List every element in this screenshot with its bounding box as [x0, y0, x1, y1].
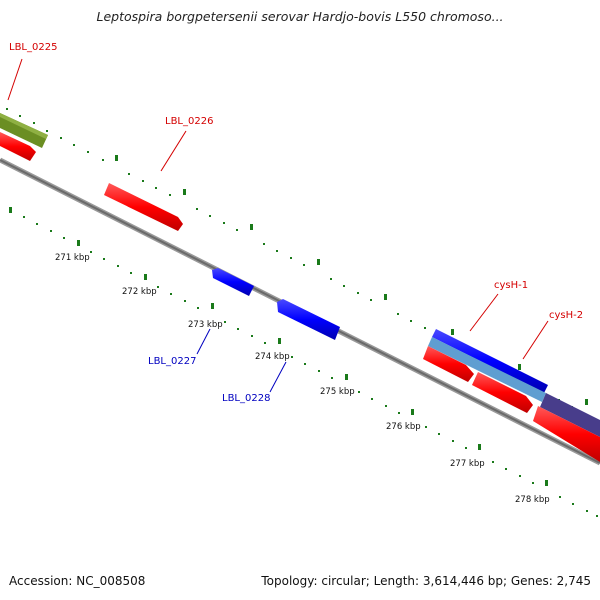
genome-summary-text: Topology: circular; Length: 3,614,446 bp…: [261, 574, 591, 588]
gene-lbl-0226-arrow[interactable]: [104, 183, 183, 231]
tick-label: 278 kbp: [515, 495, 550, 505]
cysh-2-arrow[interactable]: [533, 406, 600, 462]
tick-label: 277 kbp: [450, 459, 485, 469]
gene-label-lbl-0227[interactable]: LBL_0227: [148, 356, 196, 367]
cysh-1-arrow[interactable]: [432, 329, 548, 393]
tick-label: 271 kbp: [55, 253, 90, 263]
purple-feature[interactable]: [540, 393, 600, 437]
red-gene-arrow-1[interactable]: [423, 346, 474, 382]
red-gene-arrow-2[interactable]: [472, 372, 533, 413]
inner-tick-ring: [9, 207, 598, 517]
map-title: Leptospira borgpetersenii serovar Hardjo…: [96, 9, 504, 24]
tick-label: 274 kbp: [255, 352, 290, 362]
tick-label: 273 kbp: [188, 320, 223, 330]
light-blue-feature[interactable]: [428, 337, 546, 402]
accession-text: Accession: NC_008508: [9, 574, 146, 588]
gene-label-lbl-0226[interactable]: LBL_0226: [165, 116, 213, 127]
label-leader-lines: [7, 58, 549, 393]
tick-label: 272 kbp: [122, 287, 157, 297]
olive-feature[interactable]: [0, 113, 48, 148]
gene-lbl-0225-arrow[interactable]: [0, 132, 36, 161]
tick-label: 276 kbp: [386, 422, 421, 432]
tick-label: 275 kbp: [320, 387, 355, 397]
gene-label-lbl-0228[interactable]: LBL_0228: [222, 393, 270, 404]
gene-label-cysh-1[interactable]: cysH-1: [494, 280, 528, 291]
gene-label-cysh-2[interactable]: cysH-2: [549, 310, 583, 321]
gene-lbl-0227-arrow[interactable]: [212, 268, 254, 296]
gene-label-lbl-0225[interactable]: LBL_0225: [9, 42, 57, 53]
gene-lbl-0228-arrow[interactable]: [277, 299, 340, 340]
